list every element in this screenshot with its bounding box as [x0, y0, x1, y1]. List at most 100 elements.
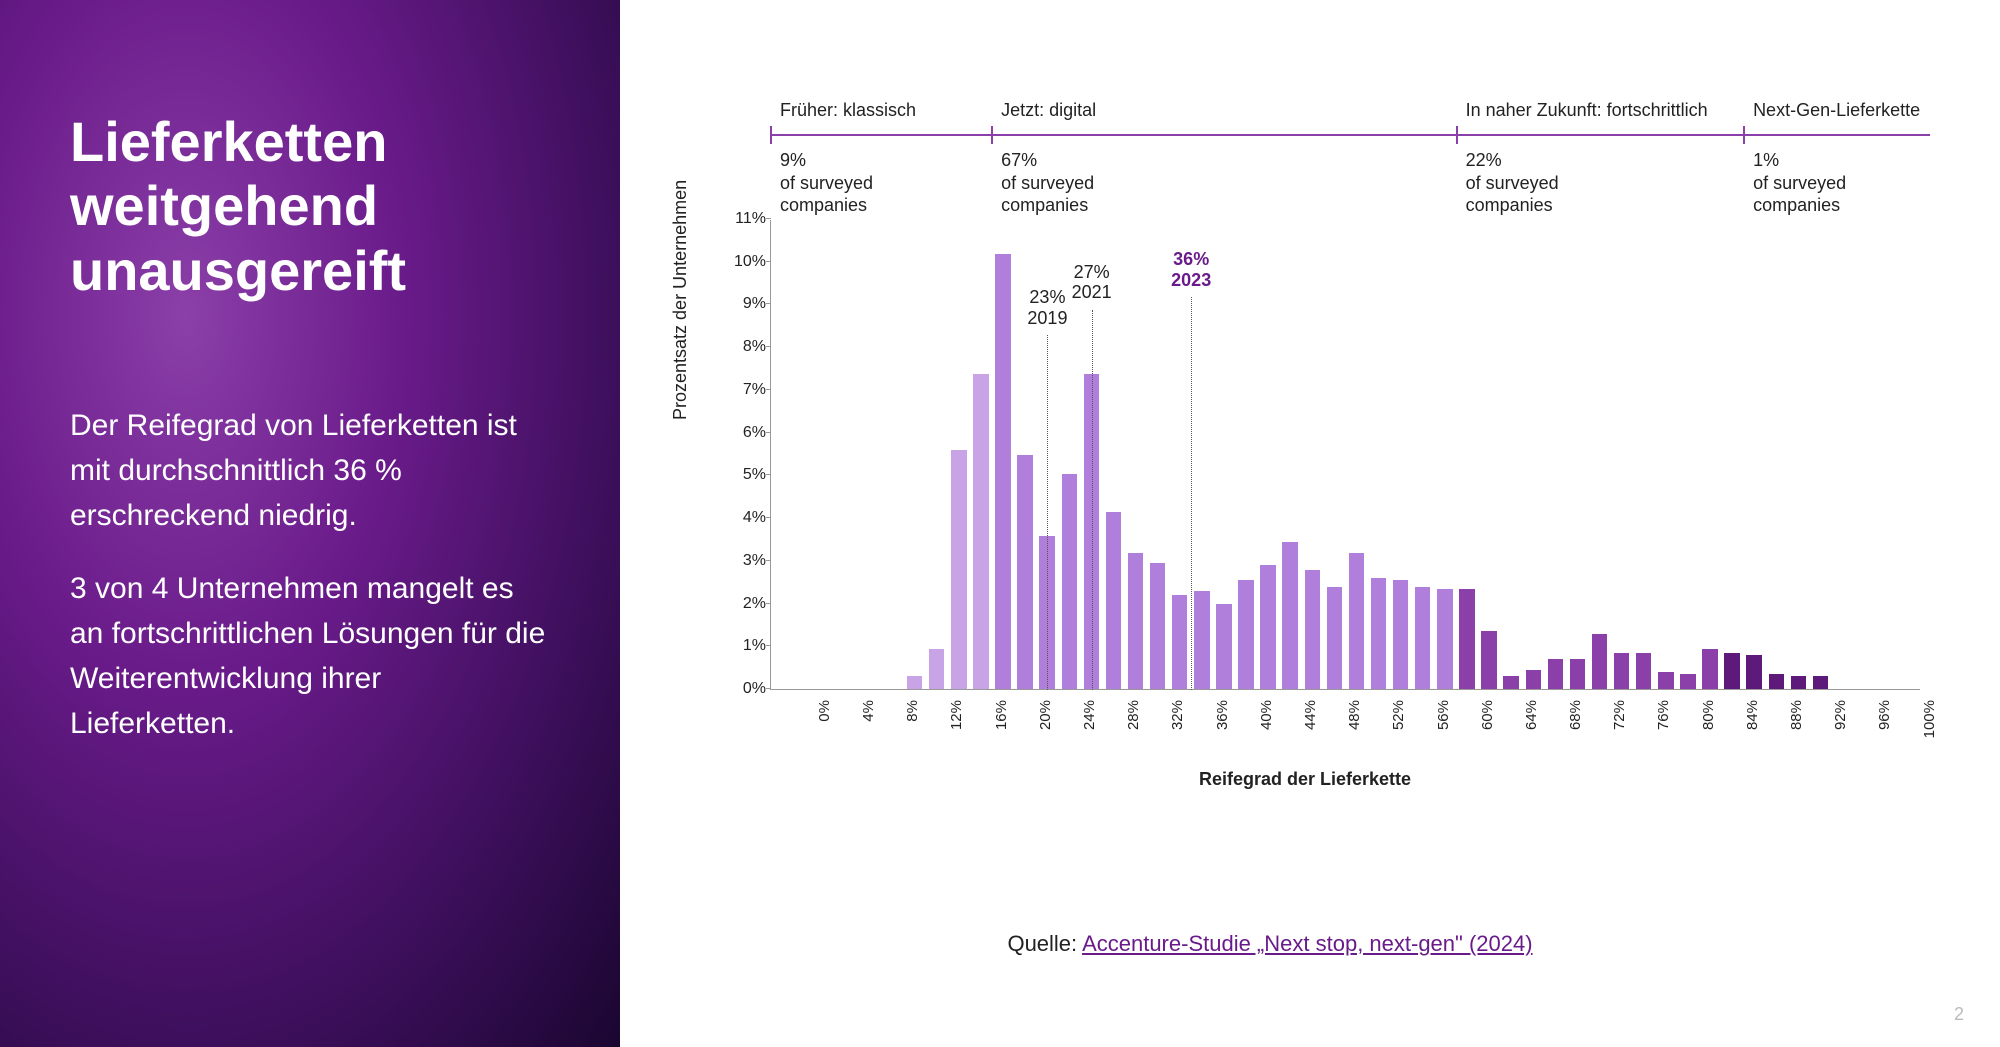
- page-number: 2: [1954, 1004, 1964, 1025]
- y-tick-mark: [766, 688, 771, 689]
- segment-tick: [1743, 126, 1745, 144]
- y-tick-label: 11%: [721, 210, 766, 228]
- bar-column: [1147, 220, 1169, 689]
- bar: [1106, 512, 1121, 689]
- annotation-label: 27%2021: [1062, 262, 1122, 303]
- segment-title: In naher Zukunft: fortschrittlich: [1466, 100, 1708, 121]
- bar-column: [1677, 220, 1699, 689]
- x-tick-label: 68%: [1567, 700, 1584, 750]
- chart-segments: Früher: klassisch9%of surveyedcompaniesJ…: [770, 100, 1930, 220]
- bar: [1592, 634, 1607, 689]
- annotation-line: [1047, 335, 1048, 690]
- bar-column: 52%: [1345, 220, 1367, 689]
- bar: [1062, 474, 1077, 689]
- y-tick-mark: [766, 645, 771, 646]
- bar: [1305, 570, 1320, 689]
- y-tick-label: 10%: [721, 253, 766, 271]
- bar-column: [1412, 220, 1434, 689]
- bar-column: [1721, 220, 1743, 689]
- bar: [1371, 578, 1386, 689]
- x-tick-label: 76%: [1655, 700, 1672, 750]
- y-tick-mark: [766, 261, 771, 262]
- x-tick-label: 80%: [1700, 700, 1717, 750]
- bar: [1526, 670, 1541, 689]
- bar: [1150, 563, 1165, 689]
- y-tick-label: 6%: [721, 424, 766, 442]
- bar: [1459, 589, 1474, 689]
- x-tick-label: 52%: [1390, 700, 1407, 750]
- x-tick-label: 56%: [1435, 700, 1452, 750]
- bar-column: [1544, 220, 1566, 689]
- segment-title: Next-Gen-Lieferkette: [1753, 100, 1920, 121]
- bar: [951, 450, 966, 689]
- slide-para-1: Der Reifegrad von Lieferketten ist mit d…: [70, 403, 550, 538]
- segment-percent: 22%of surveyedcompanies: [1466, 149, 1708, 217]
- bar: [1172, 595, 1187, 689]
- bar-column: [1854, 220, 1876, 689]
- bar-column: [1588, 220, 1610, 689]
- bar: [1349, 553, 1364, 689]
- bar: [1128, 553, 1143, 689]
- bar-column: 80%: [1655, 220, 1677, 689]
- y-tick-label: 5%: [721, 466, 766, 484]
- x-tick-label: 48%: [1346, 700, 1363, 750]
- bar: [1194, 591, 1209, 689]
- bar-column: [1191, 220, 1213, 689]
- bar-column: [1765, 220, 1787, 689]
- y-tick-mark: [766, 389, 771, 390]
- bar-column: 64%: [1478, 220, 1500, 689]
- bar-column: [1235, 220, 1257, 689]
- x-tick-label: 40%: [1258, 700, 1275, 750]
- x-tick-label: 44%: [1302, 700, 1319, 750]
- x-tick-label: 0%: [816, 700, 833, 750]
- y-tick-label: 1%: [721, 637, 766, 655]
- x-tick-label: 88%: [1788, 700, 1805, 750]
- bar: [1282, 542, 1297, 689]
- bar: [1636, 653, 1651, 689]
- bar-column: 92%: [1787, 220, 1809, 689]
- y-tick-mark: [766, 560, 771, 561]
- segment-header: In naher Zukunft: fortschrittlich 22%of s…: [1456, 100, 1708, 217]
- y-tick-mark: [766, 474, 771, 475]
- segment-tick: [770, 126, 772, 144]
- bar: [1702, 649, 1717, 690]
- x-tick-label: 84%: [1744, 700, 1761, 750]
- y-axis-label: Prozentsatz der Unternehmen: [670, 180, 691, 420]
- bar-column: 56%: [1390, 220, 1412, 689]
- x-tick-label: 60%: [1479, 700, 1496, 750]
- chart: Früher: klassisch9%of surveyedcompaniesJ…: [680, 100, 1930, 800]
- bar-column: 76%: [1611, 220, 1633, 689]
- bar: [1393, 580, 1408, 689]
- segment-percent: 9%of surveyedcompanies: [780, 149, 916, 217]
- source-link[interactable]: Accenture-Studie „Next stop, next-gen" (…: [1082, 931, 1532, 956]
- x-tick-label: 12%: [948, 700, 965, 750]
- source-citation: Quelle: Accenture-Studie „Next stop, nex…: [620, 931, 1920, 957]
- bar-column: 20%: [992, 220, 1014, 689]
- bar: [1614, 653, 1629, 689]
- y-tick-mark: [766, 218, 771, 219]
- bar: [1327, 587, 1342, 689]
- bar-column: 12%: [904, 220, 926, 689]
- bar-column: 72%: [1566, 220, 1588, 689]
- y-tick-label: 0%: [721, 680, 766, 698]
- segment-tick: [991, 126, 993, 144]
- bar-column: 60%: [1434, 220, 1456, 689]
- bar: [1481, 631, 1496, 689]
- bar: [1570, 659, 1585, 689]
- segment-percent: 1%of surveyedcompanies: [1753, 149, 1920, 217]
- source-prefix: Quelle:: [1007, 931, 1082, 956]
- bar: [1238, 580, 1253, 689]
- x-tick-label: 28%: [1125, 700, 1142, 750]
- bar-column: 68%: [1522, 220, 1544, 689]
- bar-column: [926, 220, 948, 689]
- bar: [1724, 653, 1739, 689]
- x-tick-label: 100%: [1921, 700, 1938, 750]
- bar-column: [1898, 220, 1920, 689]
- bar-column: 100%: [1876, 220, 1898, 689]
- y-tick-mark: [766, 603, 771, 604]
- x-tick-label: 36%: [1214, 700, 1231, 750]
- segment-percent: 67%of surveyedcompanies: [1001, 149, 1096, 217]
- y-tick-label: 3%: [721, 552, 766, 570]
- bar: [995, 254, 1010, 689]
- annotation-label: 36%2023: [1161, 249, 1221, 290]
